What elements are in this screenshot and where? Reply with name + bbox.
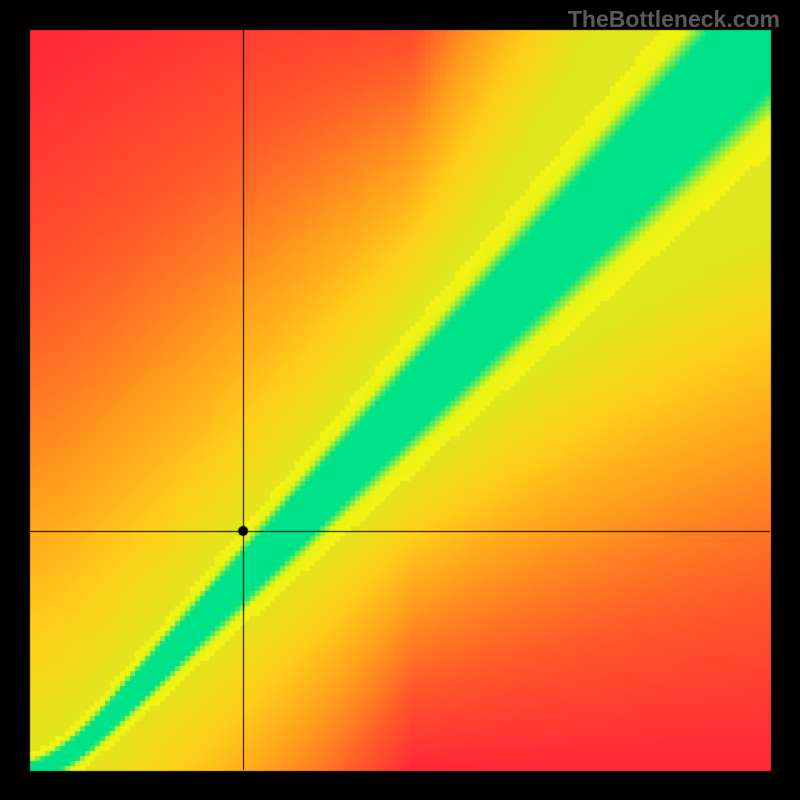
bottleneck-heatmap-canvas xyxy=(0,0,800,800)
chart-container: TheBottleneck.com xyxy=(0,0,800,800)
